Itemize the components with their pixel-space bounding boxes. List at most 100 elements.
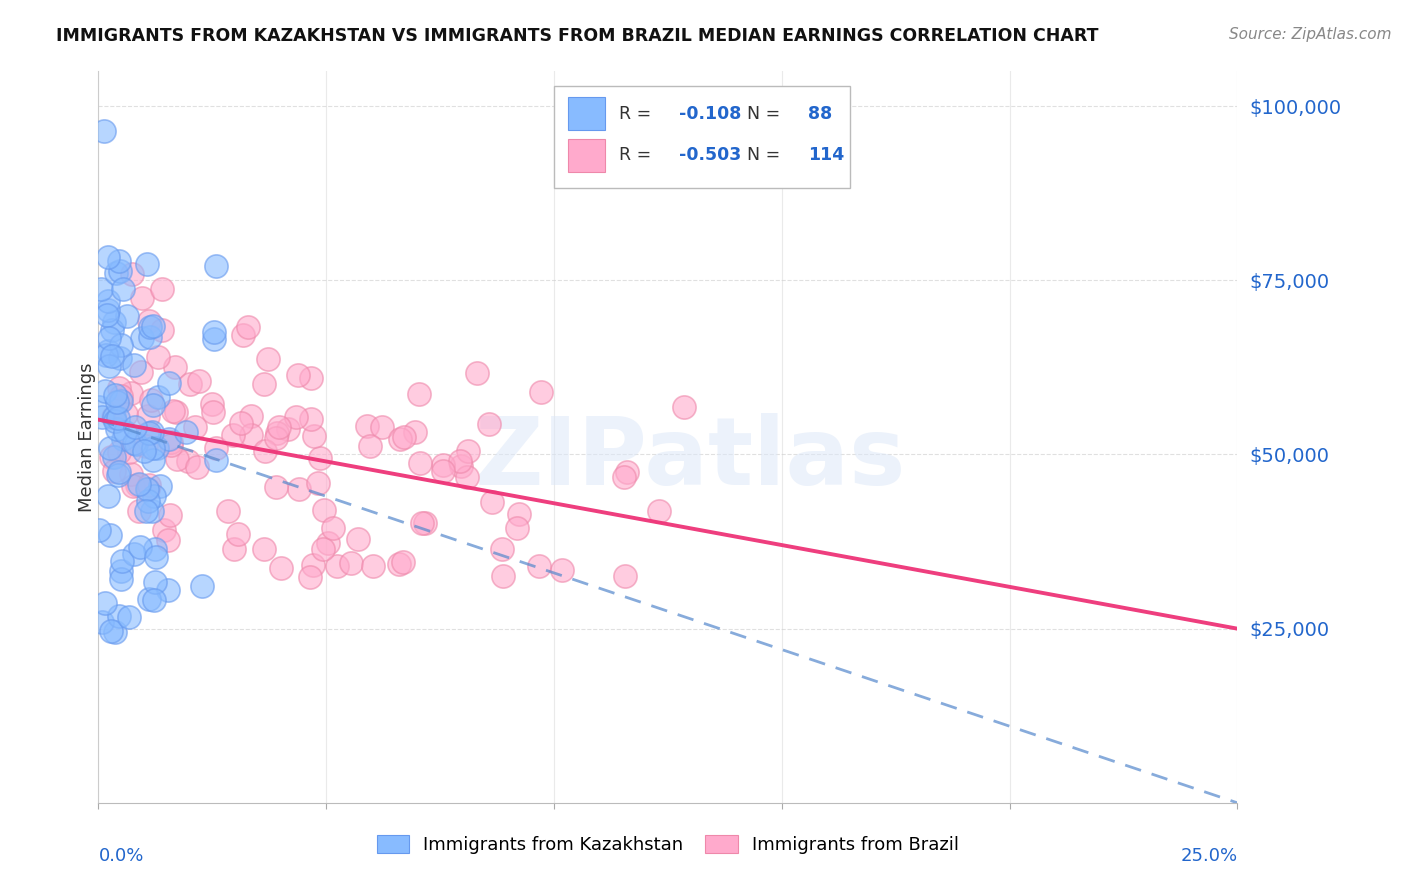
Point — [143, 541, 166, 556]
Point — [136, 482, 159, 496]
Point — [613, 469, 636, 483]
Point — [103, 315, 125, 329]
Point — [229, 416, 252, 430]
Point — [105, 421, 128, 435]
Point — [142, 318, 165, 333]
Point — [108, 253, 131, 268]
Point — [138, 426, 160, 441]
Point — [104, 388, 127, 402]
Point — [228, 526, 250, 541]
Point — [141, 504, 163, 518]
Text: R =: R = — [619, 104, 657, 123]
Point — [94, 348, 117, 362]
Point — [299, 570, 322, 584]
Point — [97, 359, 120, 374]
Point — [97, 344, 120, 359]
Point — [96, 294, 118, 309]
Point — [222, 542, 245, 557]
Point — [135, 504, 157, 518]
Point — [222, 427, 245, 442]
Point — [370, 419, 392, 434]
Point — [114, 407, 136, 421]
Point — [174, 425, 197, 439]
Point — [108, 382, 131, 396]
Point — [340, 556, 363, 570]
Point — [142, 398, 165, 412]
Point — [128, 504, 150, 518]
Point — [104, 625, 127, 640]
Point — [138, 478, 160, 492]
Point — [432, 458, 454, 472]
Point — [114, 425, 136, 439]
Point — [204, 441, 226, 455]
Point — [143, 592, 166, 607]
Point — [129, 541, 152, 555]
FancyBboxPatch shape — [568, 139, 605, 172]
Point — [186, 460, 208, 475]
Point — [134, 443, 156, 458]
Point — [415, 516, 437, 530]
Point — [131, 331, 153, 345]
Point — [145, 575, 167, 590]
Point — [288, 483, 311, 497]
Point — [105, 266, 128, 280]
Point — [93, 124, 115, 138]
Point — [150, 322, 173, 336]
Point — [188, 374, 211, 388]
Point — [148, 390, 170, 404]
Point — [90, 282, 112, 296]
Point — [391, 555, 413, 569]
Point — [456, 470, 478, 484]
Point — [141, 425, 163, 439]
Point — [236, 320, 259, 334]
Point — [122, 358, 145, 372]
Point — [200, 397, 222, 411]
Point — [91, 410, 114, 425]
Point — [359, 439, 381, 453]
Point — [89, 400, 111, 414]
Point — [107, 411, 129, 425]
Point — [111, 433, 134, 447]
Point — [204, 452, 226, 467]
Point — [136, 409, 159, 424]
Point — [110, 572, 132, 586]
Point — [481, 495, 503, 509]
Point — [145, 549, 167, 564]
Point — [139, 393, 162, 408]
Point — [110, 389, 132, 403]
Point — [159, 508, 181, 522]
Point — [122, 547, 145, 561]
Text: 88: 88 — [808, 104, 832, 123]
Point — [347, 533, 370, 547]
Point — [152, 523, 174, 537]
Y-axis label: Median Earnings: Median Earnings — [79, 362, 96, 512]
Point — [179, 377, 201, 392]
Point — [138, 494, 160, 508]
Point — [614, 569, 637, 583]
Point — [550, 563, 572, 577]
Point — [148, 351, 170, 365]
Point — [307, 476, 329, 491]
Text: ZIPatlas: ZIPatlas — [475, 413, 907, 505]
Point — [316, 535, 339, 549]
Point — [135, 427, 157, 442]
Point — [103, 409, 125, 424]
Point — [505, 521, 527, 535]
Point — [166, 452, 188, 467]
Point — [302, 558, 325, 572]
Point — [104, 414, 127, 428]
Point — [356, 419, 378, 434]
Point — [202, 332, 225, 346]
Point — [103, 464, 125, 478]
Point — [361, 558, 384, 573]
FancyBboxPatch shape — [554, 86, 851, 188]
Point — [432, 464, 454, 478]
Point — [269, 420, 291, 434]
Point — [285, 410, 308, 425]
Point — [110, 564, 132, 578]
Point — [157, 376, 180, 390]
Text: -0.503: -0.503 — [679, 146, 741, 164]
Text: Source: ZipAtlas.com: Source: ZipAtlas.com — [1229, 27, 1392, 42]
Point — [120, 385, 142, 400]
Point — [239, 409, 262, 423]
